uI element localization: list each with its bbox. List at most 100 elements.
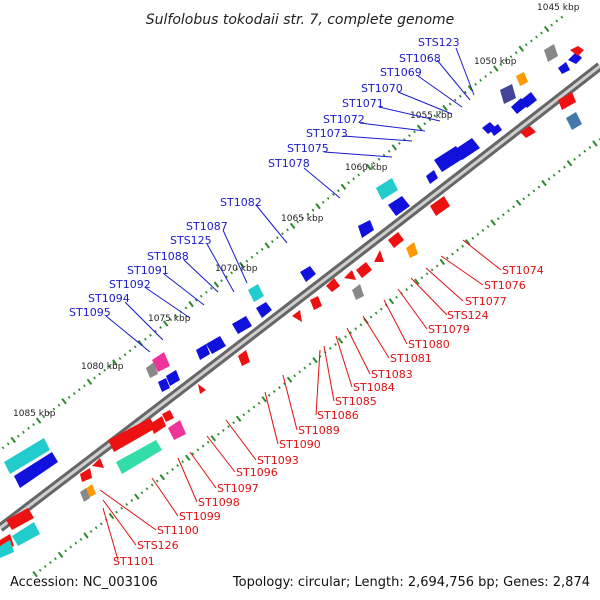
gene-label: ST1098	[198, 496, 240, 509]
tick-mark	[573, 157, 576, 161]
tick-mark	[35, 417, 42, 424]
tick-mark	[38, 568, 42, 572]
tick-mark	[206, 440, 210, 444]
tick-mark	[94, 526, 98, 530]
gene-label: ST1101	[113, 555, 155, 568]
tick-mark	[543, 25, 550, 33]
kbp-label: 1075 kbp	[148, 314, 191, 324]
tick-mark	[43, 565, 47, 568]
gene-labels-bottom: ST1074 ST1076 ST1077 STS124 ST1079 ST108…	[113, 264, 544, 568]
tick-mark	[456, 248, 459, 252]
tick-mark	[74, 541, 78, 545]
tick-mark	[86, 378, 93, 386]
tick-mark	[306, 212, 310, 216]
tick-mark	[463, 90, 467, 94]
kbp-label: 1055 kbp	[410, 111, 453, 121]
tick-mark	[261, 396, 267, 403]
gene-label: ST1071	[342, 97, 384, 110]
tick-mark	[286, 376, 293, 383]
kbp-label: 1070 kbp	[215, 264, 258, 274]
tick-mark	[199, 294, 203, 298]
tick-mark	[209, 287, 213, 290]
tick-mark	[83, 384, 86, 388]
tick-mark	[479, 78, 482, 82]
gene-label: ST1088	[147, 250, 189, 263]
tick-mark	[16, 434, 20, 438]
tick-mark	[289, 222, 296, 230]
gene-label: ST1089	[298, 424, 340, 437]
tick-mark	[98, 372, 102, 376]
tick-mark	[524, 43, 528, 47]
tick-mark	[159, 474, 166, 481]
gene-label: ST1099	[179, 510, 221, 523]
tick-mark	[286, 228, 289, 232]
tick-mark	[159, 326, 162, 329]
tick-mark	[336, 189, 340, 193]
tick-mark	[493, 65, 499, 72]
tick-mark	[308, 362, 312, 366]
gene-label: ST1090	[279, 438, 321, 451]
gene-labels-top: STS123 ST1068 ST1069 ST1070 ST1071 ST107…	[69, 36, 460, 319]
tick-mark	[64, 549, 68, 553]
tick-mark	[22, 430, 25, 434]
tick-mark	[272, 390, 276, 393]
tick-mark	[93, 376, 96, 380]
tick-mark	[374, 311, 378, 315]
tick-mark	[474, 82, 477, 86]
tick-mark	[490, 219, 496, 226]
tick-mark	[550, 23, 554, 27]
tick-mark	[293, 374, 297, 378]
tick-mark	[32, 423, 35, 426]
tick-mark	[260, 247, 264, 251]
tick-mark	[149, 333, 152, 337]
tick-mark	[541, 179, 547, 187]
tick-mark	[451, 252, 454, 256]
tick-mark	[257, 401, 261, 405]
tick-mark	[552, 173, 556, 177]
tick-mark	[518, 45, 524, 52]
gene-label: ST1091	[127, 264, 169, 277]
tick-mark	[204, 290, 208, 294]
genome-backbone	[0, 62, 600, 532]
tick-mark	[130, 499, 134, 502]
gene-label: ST1087	[186, 220, 228, 233]
tick-mark	[99, 522, 103, 526]
tick-mark	[423, 122, 427, 126]
gene-label: ST1084	[353, 381, 395, 394]
tick-mark	[359, 323, 363, 327]
tick-mark	[235, 267, 239, 271]
gene-label: ST1100	[157, 524, 199, 537]
tick-mark	[27, 426, 30, 430]
gene-label: ST1068	[399, 52, 441, 65]
tick-mark	[448, 102, 452, 106]
gene-label: ST1096	[236, 466, 278, 479]
gene-label: ST1074	[502, 264, 544, 277]
tick-mark	[194, 298, 198, 302]
tick-mark	[181, 460, 185, 464]
gene-label: STS123	[418, 36, 460, 49]
kbp-label: 1065 kbp	[281, 214, 324, 224]
tick-mark	[225, 275, 228, 279]
tick-mark	[347, 181, 350, 185]
tick-mark	[387, 149, 391, 153]
tick-mark	[213, 281, 220, 288]
tick-mark	[507, 209, 510, 213]
tick-mark	[232, 421, 235, 425]
tick-mark	[247, 409, 251, 413]
tick-mark	[185, 454, 191, 461]
tick-mark	[112, 359, 118, 366]
tick-mark	[222, 429, 225, 432]
tick-mark	[331, 193, 335, 196]
tick-mark	[143, 337, 147, 341]
tick-mark	[369, 315, 373, 319]
tick-mark	[255, 251, 259, 255]
tick-mark	[465, 239, 471, 246]
tick-mark	[61, 398, 67, 405]
kbp-label: 1060 kbp	[345, 163, 388, 173]
tick-mark	[405, 288, 409, 291]
tick-mark	[334, 343, 337, 346]
tick-mark	[191, 452, 195, 456]
tick-mark	[532, 189, 536, 193]
tick-mark	[428, 118, 432, 122]
tick-mark	[1, 446, 5, 450]
